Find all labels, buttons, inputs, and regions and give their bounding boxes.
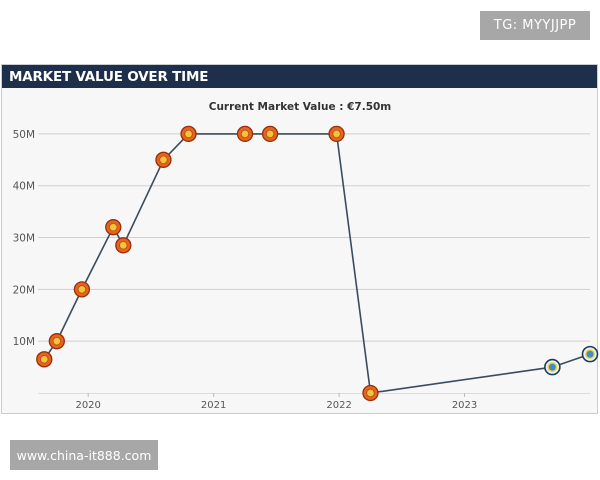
watermark-tg: TG: MYYJJPP (480, 11, 590, 40)
panel-title: MARKET VALUE OVER TIME (2, 65, 597, 88)
market-value-panel: MARKET VALUE OVER TIME (1, 64, 598, 414)
x-tick-label: 2023 (452, 400, 477, 411)
x-tick-label: 2020 (75, 400, 100, 411)
data-point-club-a-inner (184, 129, 193, 139)
data-point-club-b-inner (547, 362, 558, 372)
y-tick-label: 10M (13, 336, 35, 348)
y-tick-label: 30M (13, 233, 35, 245)
series-line (43, 133, 591, 394)
y-tick-label: 40M (13, 181, 35, 193)
data-point-club-a-inner (366, 388, 375, 398)
data-point-club-a-inner (119, 241, 128, 250)
data-point-club-b-inner (585, 349, 595, 360)
x-tick-label: 2022 (326, 400, 351, 411)
watermark-url: www.china-it888.com (10, 440, 158, 470)
data-point-club-a-inner (265, 129, 275, 139)
data-point-club-a-inner (40, 355, 49, 364)
y-tick-label: 50M (13, 129, 35, 141)
data-point-club-a-inner (109, 222, 118, 232)
chart-subtitle: Current Market Value : €7.50m (209, 101, 392, 113)
x-tick-label: 2021 (201, 400, 226, 411)
data-point-club-a-inner (332, 129, 341, 139)
data-point-club-a-inner (52, 336, 62, 346)
data-point-club-a-inner (77, 285, 87, 294)
y-tick-label: 20M (13, 284, 35, 296)
data-point-club-a-inner (240, 129, 250, 139)
data-point-club-a-inner (159, 155, 168, 165)
